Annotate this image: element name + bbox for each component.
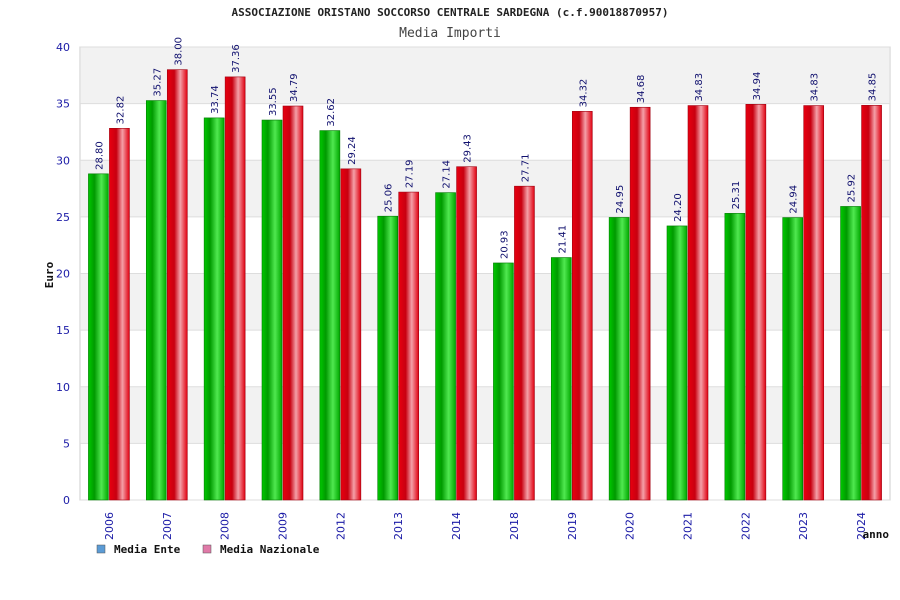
x-tick-label: 2018 (508, 512, 521, 540)
data-label: 34.79 (289, 73, 300, 102)
x-tick-label: 2024 (855, 512, 868, 540)
data-label: 32.82 (115, 96, 126, 125)
bar-media-ente (319, 130, 341, 501)
bar-media-nazionale (861, 105, 882, 501)
x-tick-label: 2023 (797, 512, 810, 540)
bar-media-ente (550, 257, 572, 501)
x-tick-label: 2006 (103, 512, 116, 540)
data-label: 34.85 (868, 73, 879, 102)
bar-media-ente (203, 117, 225, 501)
bar-media-nazionale (803, 105, 825, 501)
legend-label: Media Nazionale (220, 543, 320, 556)
bar-media-ente (840, 206, 861, 501)
x-tick-label: 2014 (450, 512, 463, 540)
x-tick-label: 2022 (739, 512, 752, 540)
y-tick-label: 5 (63, 437, 70, 450)
data-label: 25.92 (847, 174, 858, 203)
legend-swatch (202, 544, 212, 554)
data-label: 25.06 (384, 184, 395, 213)
data-label: 37.36 (231, 44, 242, 73)
bar-media-ente (377, 215, 399, 501)
bar-media-nazionale (745, 104, 767, 501)
legend-swatch (96, 544, 106, 554)
y-axis-ticks: 0 5 10 15 20 25 30 35 40 (56, 41, 70, 507)
bar-media-nazionale (224, 76, 246, 501)
y-tick-label: 35 (56, 98, 70, 111)
y-tick-label: 10 (56, 381, 70, 394)
data-label: 29.43 (463, 134, 474, 163)
y-tick-label: 15 (56, 324, 70, 337)
bar-media-nazionale (340, 168, 362, 501)
bar-media-nazionale (629, 106, 651, 501)
data-label: 32.62 (326, 98, 337, 127)
y-axis-label: Euro (43, 261, 56, 288)
bar-media-ente (724, 213, 746, 501)
chart-subtitle: Media Importi (399, 26, 501, 41)
grid-band (81, 160, 889, 217)
x-tick-label: 2012 (334, 512, 347, 540)
y-tick-label: 25 (56, 211, 70, 224)
data-label: 20.93 (499, 230, 510, 259)
data-label: 38.00 (173, 37, 184, 66)
y-tick-label: 30 (56, 154, 70, 167)
y-tick-label: 40 (56, 41, 70, 54)
x-axis-label: anno (863, 528, 890, 541)
data-label: 29.24 (347, 136, 358, 165)
bar-media-nazionale (571, 111, 593, 501)
data-label: 33.55 (268, 87, 279, 116)
bar-media-ente (608, 217, 630, 501)
x-tick-label: 2021 (682, 512, 695, 540)
data-label: 21.41 (557, 225, 568, 254)
data-label: 24.95 (615, 185, 626, 214)
data-label: 27.19 (405, 159, 416, 188)
bar-media-nazionale (514, 185, 535, 501)
x-tick-label: 2020 (624, 512, 637, 540)
bar-media-ente (261, 119, 283, 501)
x-tick-label: 2008 (219, 512, 232, 540)
legend-label: Media Ente (114, 543, 181, 556)
grid-band (81, 47, 889, 104)
data-label: 27.71 (520, 154, 531, 183)
bar-media-ente (782, 217, 804, 501)
value-labels: 28.80 32.82 35.27 38.00 33.74 37.36 33.55 34.79… (94, 37, 878, 259)
bar-media-nazionale (109, 128, 130, 501)
bar-media-ente (666, 225, 688, 501)
data-label: 34.83 (810, 73, 821, 102)
bar-media-ente (493, 262, 514, 501)
data-label: 24.20 (673, 193, 684, 222)
y-tick-label: 0 (63, 494, 70, 507)
legend: Media Ente Media Nazionale (96, 543, 320, 556)
data-label: 27.14 (442, 160, 453, 189)
data-label: 33.74 (210, 85, 221, 114)
grid-band (81, 273, 889, 331)
bars (88, 69, 882, 501)
bar-media-nazionale (282, 105, 304, 501)
data-label: 34.94 (752, 72, 763, 101)
x-tick-label: 2007 (161, 512, 174, 540)
x-axis-ticks: 2006 2007 2008 2009 2012 2013 2014 2018 2019 2020… (103, 512, 868, 540)
data-label: 25.31 (731, 181, 742, 210)
data-label: 28.80 (94, 141, 105, 170)
bar-media-ente (145, 100, 167, 501)
data-label: 34.83 (694, 73, 705, 102)
data-label: 35.27 (152, 68, 163, 97)
grid-band (81, 386, 889, 444)
bar-media-ente (435, 192, 456, 501)
bar-media-nazionale (456, 166, 477, 501)
data-label: 34.68 (636, 75, 647, 104)
x-tick-label: 2019 (566, 512, 579, 540)
x-tick-label: 2009 (277, 512, 290, 540)
chart-title: ASSOCIAZIONE ORISTANO SOCCORSO CENTRALE … (231, 6, 668, 19)
data-label: 24.94 (789, 185, 800, 214)
bar-media-nazionale (687, 105, 709, 501)
data-label: 34.32 (578, 79, 589, 108)
bar-media-nazionale (166, 69, 188, 501)
y-tick-label: 20 (56, 268, 70, 281)
x-tick-label: 2013 (392, 512, 405, 540)
bar-media-ente (88, 173, 109, 501)
bar-media-nazionale (398, 191, 420, 501)
